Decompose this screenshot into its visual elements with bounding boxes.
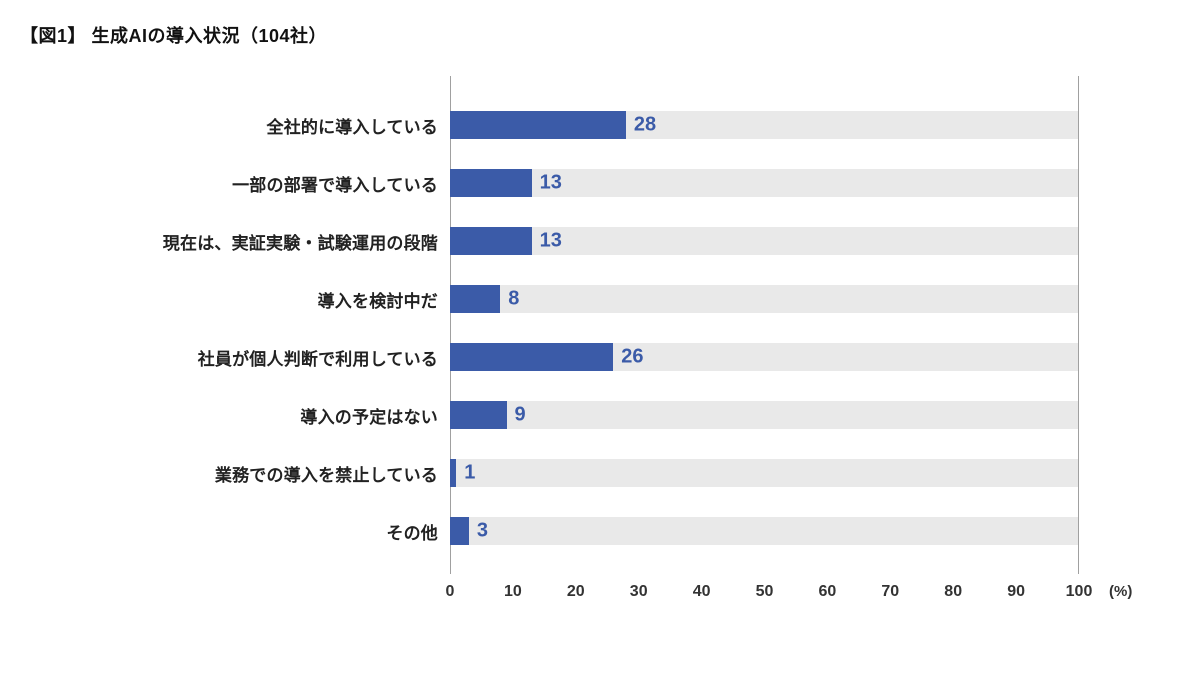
bar (450, 227, 532, 255)
bar-track: 8 (450, 285, 1078, 313)
x-tick-label: 10 (503, 583, 522, 600)
bar-track: 13 (450, 169, 1078, 197)
x-axis-unit-label: (%) (1109, 583, 1133, 600)
value-label: 8 (508, 287, 520, 310)
chart-row: 全社的に導入している 28 (10, 96, 1170, 154)
category-label: 導入の予定はない (300, 407, 438, 427)
x-tick-label: 100 (1065, 583, 1093, 600)
bar (450, 401, 507, 429)
value-label: 13 (539, 229, 562, 252)
x-tick-label: 0 (445, 583, 455, 600)
bar-track: 9 (450, 401, 1078, 429)
category-label: 全社的に導入している (266, 117, 438, 137)
chart-row: その他 3 (10, 502, 1170, 560)
category-label: 導入を検討中だ (317, 291, 438, 311)
x-tick-label: 70 (881, 583, 900, 600)
chart-row: 導入の予定はない 9 (10, 386, 1170, 444)
bar (450, 517, 469, 545)
x-tick-label: 30 (629, 583, 648, 600)
chart-row: 導入を検討中だ 8 (10, 270, 1170, 328)
bar (450, 111, 626, 139)
value-label: 3 (476, 519, 488, 542)
bar-track: 13 (450, 227, 1078, 255)
bar-track: 28 (450, 111, 1078, 139)
value-label: 28 (633, 113, 657, 136)
x-tick-label: 20 (566, 583, 585, 600)
chart-row: 業務での導入を禁止している 1 (10, 444, 1170, 502)
x-tick-label: 50 (755, 583, 774, 600)
value-label: 9 (514, 403, 526, 426)
bar (450, 285, 501, 313)
bar-track: 26 (450, 343, 1078, 371)
bar-track: 1 (450, 459, 1078, 487)
chart-rows: 全社的に導入している 28 一部の部署で導入している 13 現在は、実証実験・試験運用の… (10, 76, 1170, 574)
x-axis: (%) 0 10 20 30 40 50 60 70 80 90 100 (446, 574, 1133, 608)
bar (450, 169, 532, 197)
bar-track: 3 (450, 517, 1078, 545)
x-tick-label: 40 (692, 583, 711, 600)
page-title: 【図1】 生成AIの導入状況（104社） (20, 26, 328, 46)
value-label: 1 (464, 461, 476, 484)
bar (450, 459, 457, 487)
category-label: その他 (386, 523, 438, 543)
x-tick-label: 60 (818, 583, 837, 600)
chart-row: 一部の部署で導入している 13 (10, 154, 1170, 212)
value-label: 13 (539, 171, 562, 194)
x-tick-label: 80 (944, 583, 963, 600)
chart-row: 現在は、実証実験・試験運用の段階 13 (10, 212, 1170, 270)
bar (450, 343, 614, 371)
category-label: 現在は、実証実験・試験運用の段階 (162, 233, 438, 253)
category-label: 一部の部署で導入している (232, 175, 438, 195)
category-label: 業務での導入を禁止している (214, 465, 438, 485)
x-tick-label: 90 (1007, 583, 1025, 600)
category-label: 社員が個人判断で利用している (197, 349, 438, 369)
bar-chart: 全社的に導入している 28 一部の部署で導入している 13 現在は、実証実験・試験運用の… (10, 76, 1170, 608)
value-label: 26 (621, 345, 644, 368)
chart-row: 社員が個人判断で利用している 26 (10, 328, 1170, 386)
